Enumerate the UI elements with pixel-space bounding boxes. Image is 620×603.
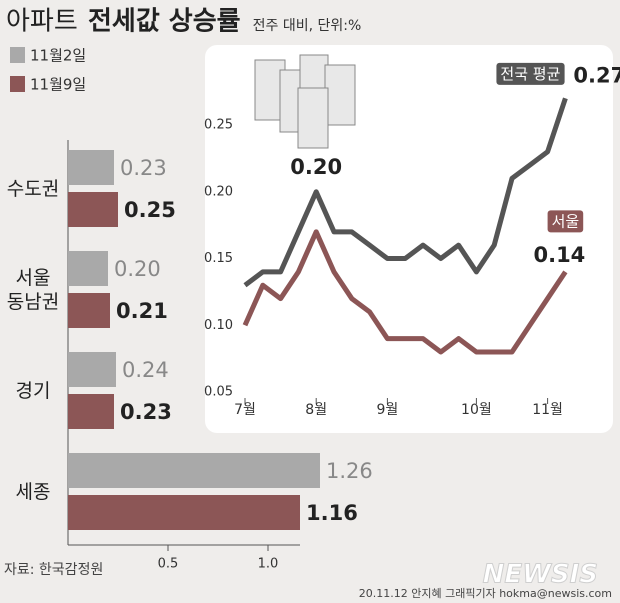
x-tick-label: 8월 [305, 402, 327, 418]
value-label: 0.25 [124, 198, 176, 222]
building-icon [254, 54, 356, 149]
x-tick-label: 1.0 [258, 557, 279, 572]
bar [68, 192, 118, 227]
legend-swatch [10, 76, 25, 92]
title: 전세값 상승률 [88, 7, 241, 37]
line [242, 229, 568, 355]
series-label-bg [496, 62, 565, 85]
category-label: 세종 [15, 481, 51, 503]
category-label: 수도권 [6, 178, 60, 200]
value-label: 0.21 [116, 299, 168, 323]
bar [68, 293, 110, 328]
value-label: 0.23 [120, 400, 172, 424]
bar [68, 150, 114, 185]
value-label: 0.23 [120, 156, 167, 180]
series-label-box: 서울 [547, 210, 584, 233]
category-label: 경기 [15, 380, 51, 402]
bar [68, 251, 108, 286]
series-label: 전국 평균 [500, 65, 560, 83]
legend-swatch [10, 47, 25, 63]
y-tick-label: 0.10 [204, 318, 233, 333]
bar [68, 352, 116, 387]
value-label: 0.20 [290, 155, 342, 179]
title-prefix: 아파트 [6, 7, 78, 37]
x-tick-label: 9월 [377, 402, 399, 418]
subtitle: 전주 대비, 단위:% [253, 18, 362, 34]
logo: NEWSIS [483, 560, 598, 590]
legend-label: 11월9일 [30, 76, 86, 94]
series-label: 서울 [552, 212, 580, 230]
series-label-box: 전국 평균 [496, 62, 565, 85]
y-tick-label: 0.15 [204, 251, 233, 266]
credit: 20.11.12 안지혜 그래픽기자 hokma@newsis.com [359, 587, 612, 600]
value-label: 0.27 [573, 63, 620, 87]
x-tick-label: 7월 [234, 402, 256, 418]
y-tick-label: 0.20 [204, 184, 233, 199]
series-label-bg [547, 210, 584, 233]
value-label: 0.14 [533, 243, 585, 267]
value-label: 0.24 [122, 358, 169, 382]
value-label: 1.26 [326, 459, 373, 483]
value-label: 1.16 [306, 501, 358, 525]
legend-label: 11월2일 [30, 47, 86, 65]
category-label: 서울 동남권 [6, 267, 60, 313]
y-tick-label: 0.25 [204, 118, 233, 133]
bar [68, 453, 320, 488]
bar [68, 495, 300, 530]
x-tick-label: 10월 [461, 402, 492, 418]
line [243, 97, 568, 288]
y-tick-label: 0.05 [204, 385, 233, 400]
x-tick-label: 11월 [532, 402, 563, 418]
bar [68, 394, 114, 429]
value-label: 0.20 [114, 257, 161, 281]
x-tick-label: 0.5 [158, 557, 179, 572]
source: 자료: 한국감정원 [4, 562, 103, 578]
